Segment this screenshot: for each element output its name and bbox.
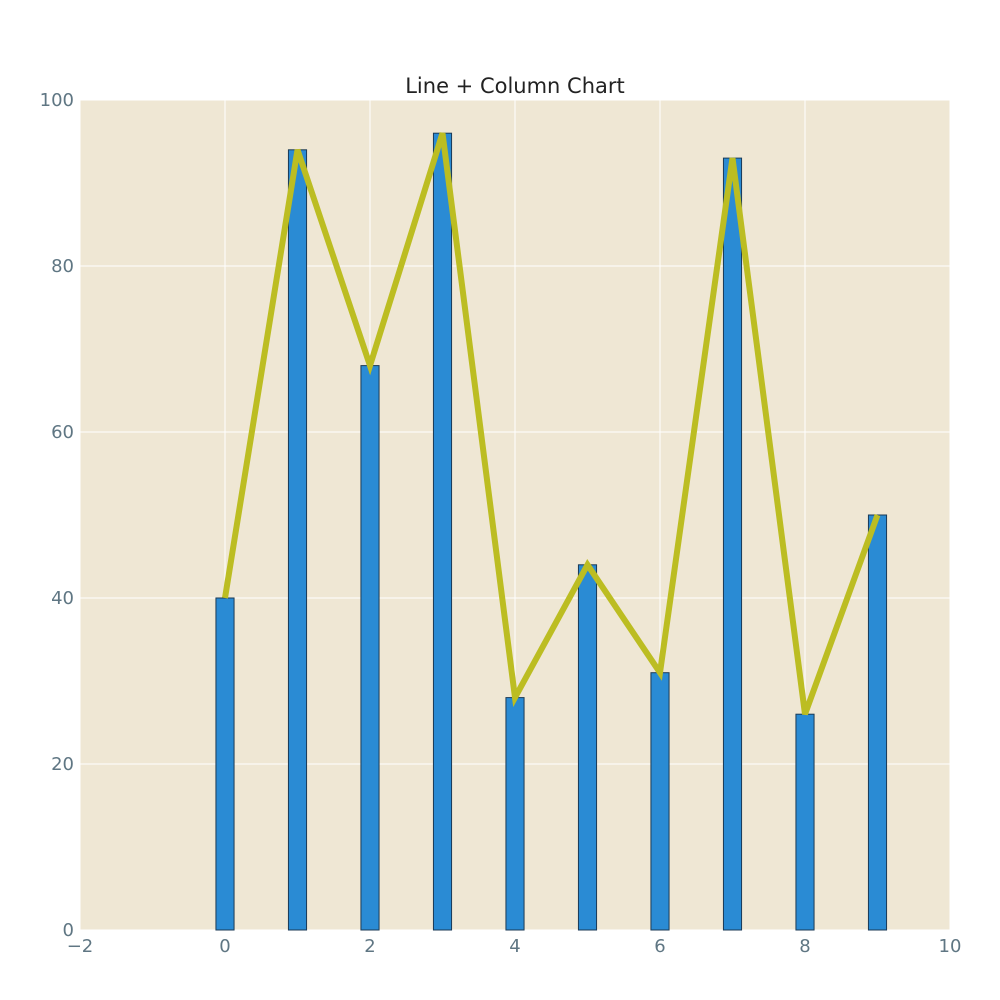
- line-series: [222, 132, 881, 716]
- y-tick-label: 60: [51, 422, 74, 443]
- bar: [722, 157, 743, 931]
- x-tick-label: 8: [799, 936, 810, 957]
- y-tick-label: 20: [51, 754, 74, 775]
- line-path: [222, 132, 881, 716]
- x-tick-label: −2: [67, 936, 94, 957]
- bar: [215, 597, 235, 931]
- bar: [795, 713, 815, 931]
- y-axis-ticks: 0 20 40 60 80 100: [40, 90, 74, 941]
- bar: [867, 514, 888, 931]
- bar: [360, 365, 380, 931]
- y-tick-label: 80: [51, 256, 74, 277]
- bar: [432, 132, 453, 931]
- y-tick-label: 40: [51, 588, 74, 609]
- chart-title: Line + Column Chart: [405, 74, 625, 98]
- x-tick-label: 2: [364, 936, 375, 957]
- bar: [577, 564, 598, 931]
- y-tick-label: 0: [63, 920, 74, 941]
- x-axis-ticks: −2 0 2 4 6 8 10: [67, 936, 962, 957]
- x-tick-label: 0: [219, 936, 230, 957]
- x-tick-label: 10: [939, 936, 962, 957]
- bar-series: [215, 132, 888, 931]
- y-tick-label: 100: [40, 90, 74, 111]
- x-tick-label: 6: [654, 936, 665, 957]
- bar: [287, 149, 308, 931]
- bar: [505, 697, 525, 931]
- bar: [650, 672, 670, 931]
- x-tick-label: 4: [509, 936, 520, 957]
